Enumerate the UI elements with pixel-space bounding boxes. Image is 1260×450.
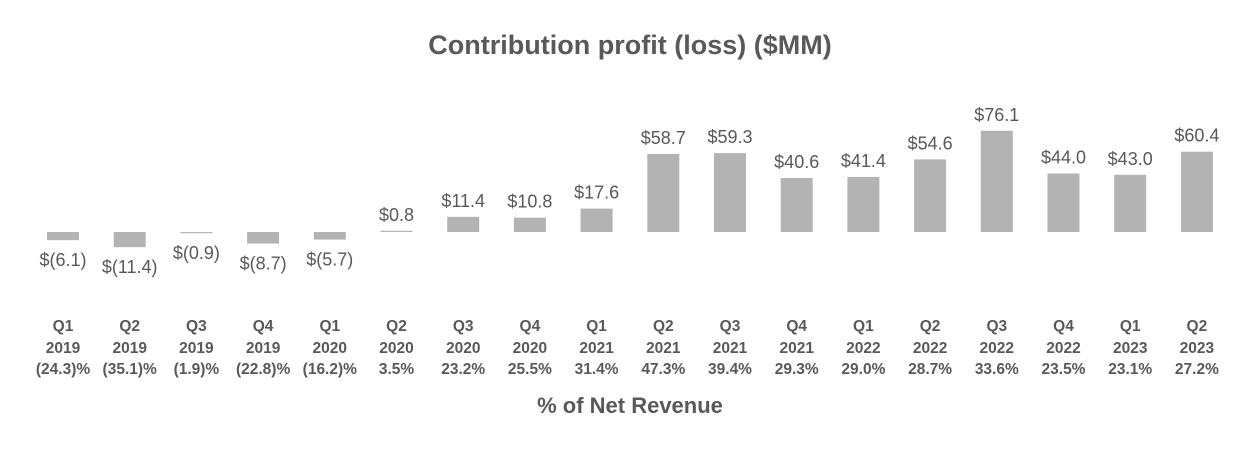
tick-pct: 33.6% [975, 361, 1019, 378]
bar [714, 153, 746, 232]
tick-year: 2023 [1113, 340, 1148, 357]
tick-year: 2019 [46, 340, 81, 357]
tick-pct: (22.8)% [236, 361, 290, 378]
bar [113, 232, 146, 248]
x-axis-label: % of Net Revenue [537, 393, 723, 418]
tick-pct: 29.3% [775, 361, 819, 378]
tick-quarter: Q2 [653, 318, 674, 335]
tick-quarter: Q2 [1187, 318, 1208, 335]
tick-pct: 29.0% [841, 361, 885, 378]
tick-quarter: Q3 [720, 318, 741, 335]
tick-quarter: Q2 [386, 318, 407, 335]
data-label: $41.4 [841, 151, 886, 171]
data-label: $44.0 [1041, 147, 1086, 167]
bar [47, 232, 79, 241]
data-label: $11.4 [441, 191, 485, 211]
data-label: $(6.1) [39, 250, 86, 270]
tick-year: 2021 [646, 340, 681, 357]
tick-pct: 23.2% [441, 361, 485, 378]
tick-pct: 23.1% [1108, 361, 1152, 378]
tick-year: 2020 [446, 340, 480, 357]
bar [1180, 151, 1213, 232]
bars-group [47, 130, 1213, 248]
bar [1047, 173, 1080, 232]
tick-pct: (35.1)% [103, 361, 157, 378]
bar [847, 176, 880, 232]
tick-quarter: Q1 [1120, 318, 1141, 335]
tick-year: 2020 [313, 340, 347, 357]
tick-year: 2020 [379, 340, 413, 357]
tick-quarter: Q2 [119, 318, 140, 335]
data-label: $54.6 [908, 133, 953, 153]
bar [1114, 174, 1147, 232]
tick-pct: 23.5% [1042, 361, 1086, 378]
bar [313, 232, 346, 240]
tick-quarter: Q2 [920, 318, 941, 335]
tick-pct: (1.9)% [174, 361, 220, 378]
tick-year: 2022 [913, 340, 947, 357]
data-label: $0.8 [379, 205, 414, 225]
bar [447, 216, 480, 232]
tick-year: 2021 [579, 340, 614, 357]
data-label: $(0.9) [173, 243, 220, 263]
tick-year: 2021 [779, 340, 814, 357]
bar [247, 232, 280, 244]
tick-quarter: Q4 [253, 318, 274, 335]
bar [513, 217, 546, 232]
bar [980, 130, 1013, 232]
data-label: $17.6 [574, 183, 619, 203]
tick-year: 2022 [1046, 340, 1080, 357]
data-label: $76.1 [974, 105, 1019, 125]
tick-quarter: Q1 [853, 318, 874, 335]
tick-quarter: Q4 [1053, 318, 1074, 335]
data-label: $(11.4) [102, 257, 158, 277]
bar [914, 159, 947, 232]
data-labels-group: $(6.1) $(11.4) $(0.9) $(8.7) $(5.7) $0.8 $11.4… [39, 105, 1219, 277]
tick-quarter: Q3 [986, 318, 1007, 335]
bar [380, 230, 413, 232]
bar [180, 232, 213, 234]
tick-pct: 31.4% [575, 361, 619, 378]
tick-year: 2019 [179, 340, 214, 357]
bar [580, 208, 613, 232]
bar [647, 153, 680, 232]
tick-year: 2022 [846, 340, 880, 357]
tick-quarter: Q3 [453, 318, 474, 335]
tick-quarter: Q1 [586, 318, 607, 335]
tick-pct: (24.3)% [36, 361, 90, 378]
tick-quarter: Q1 [53, 318, 74, 335]
data-label: $10.8 [507, 192, 552, 212]
category-labels-group: Q1 2019 (24.3)% Q2 2019 (35.1)% Q3 2019 (1.9)% Q4… [36, 318, 1219, 378]
tick-year: 2019 [246, 340, 281, 357]
data-label: $59.3 [707, 127, 752, 147]
tick-pct: 28.7% [908, 361, 952, 378]
tick-pct: (16.2)% [303, 361, 357, 378]
tick-quarter: Q3 [186, 318, 207, 335]
data-label: $60.4 [1174, 126, 1219, 146]
data-label: $58.7 [641, 128, 686, 148]
tick-year: 2019 [112, 340, 147, 357]
data-label: $40.6 [774, 152, 819, 172]
tick-pct: 25.5% [508, 361, 552, 378]
tick-pct: 27.2% [1175, 361, 1219, 378]
data-label: $(8.7) [240, 254, 287, 274]
bar [780, 178, 813, 232]
tick-quarter: Q4 [520, 318, 541, 335]
tick-quarter: Q4 [786, 318, 807, 335]
tick-pct: 47.3% [641, 361, 685, 378]
chart-title: Contribution profit (loss) ($MM) [428, 30, 831, 60]
data-label: $(5.7) [306, 250, 353, 270]
tick-year: 2021 [713, 340, 748, 357]
data-label: $43.0 [1108, 149, 1153, 169]
tick-year: 2020 [513, 340, 547, 357]
tick-year: 2022 [980, 340, 1014, 357]
tick-quarter: Q1 [319, 318, 340, 335]
tick-year: 2023 [1180, 340, 1215, 357]
tick-pct: 39.4% [708, 361, 752, 378]
tick-pct: 3.5% [379, 361, 415, 378]
